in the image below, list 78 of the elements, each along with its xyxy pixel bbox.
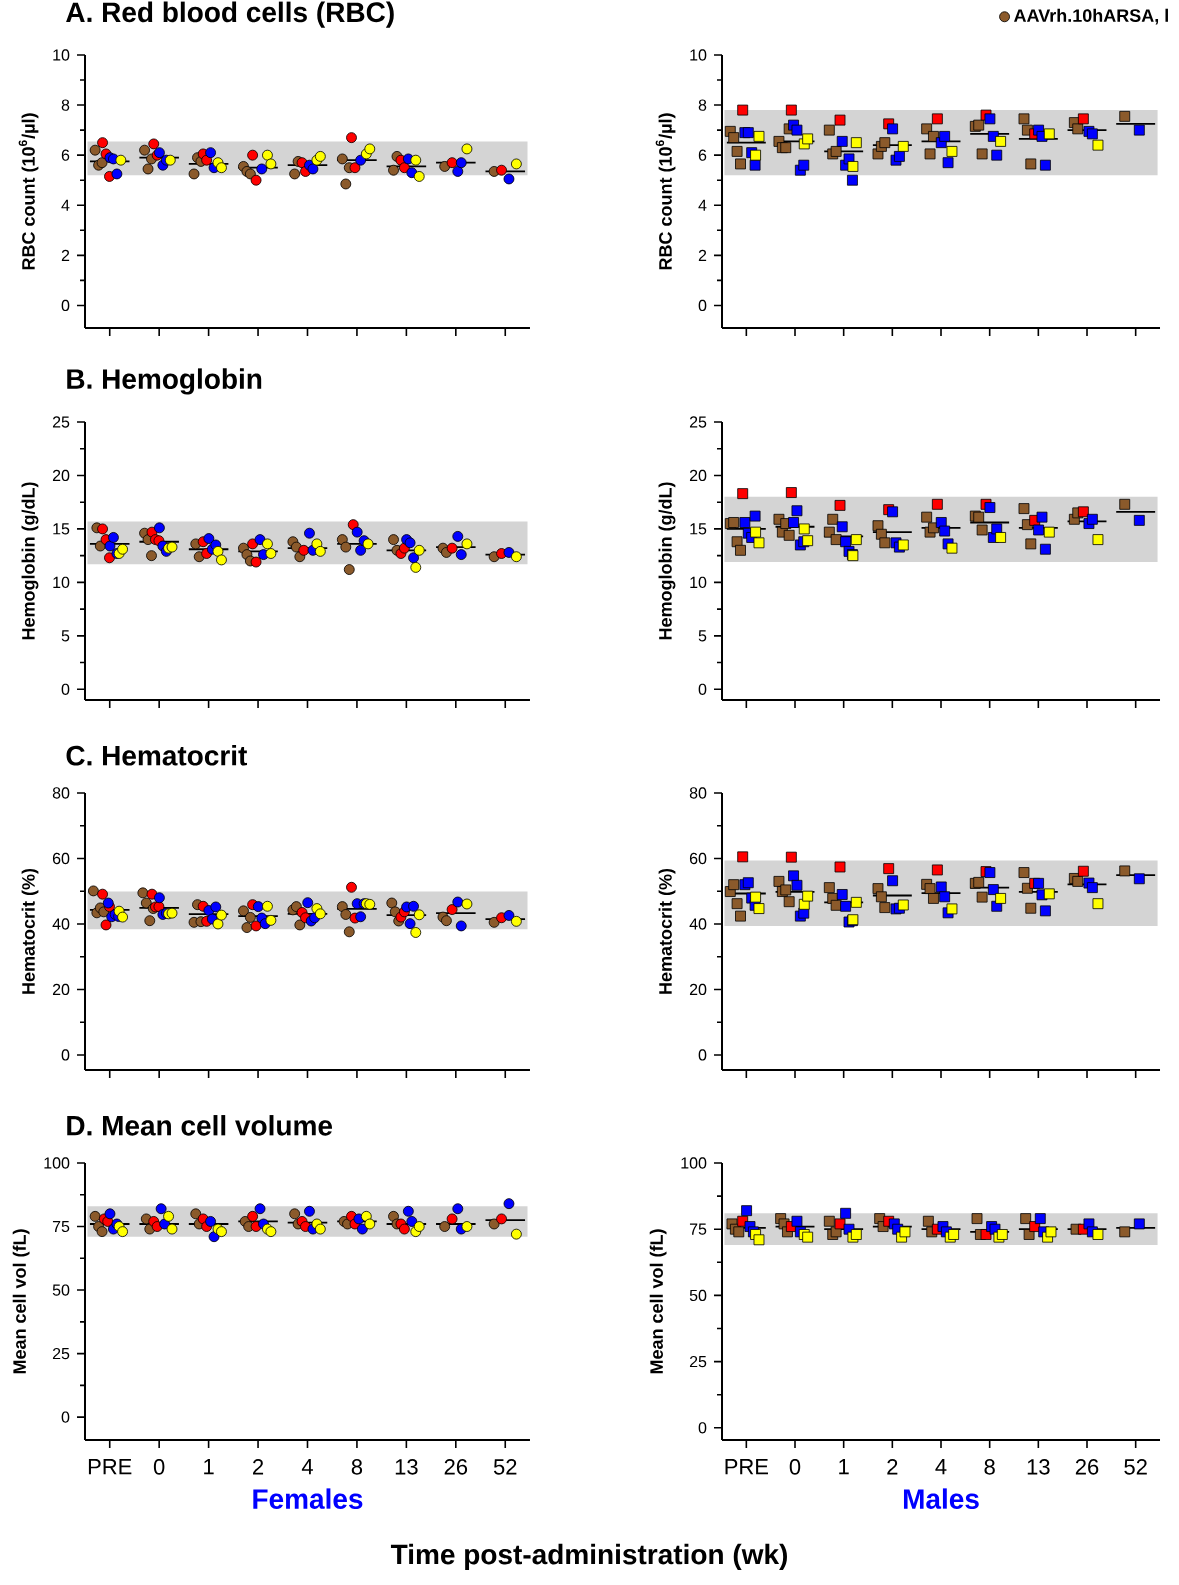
- y-axis-title: RBC count (10$^{6}$/µl): [18, 113, 39, 270]
- x-tick-label: 26: [444, 1459, 468, 1475]
- x-axis-title: Males: [903, 1488, 979, 1509]
- x-tick-label: 13: [1027, 1459, 1050, 1475]
- y-tick-label: 20: [52, 469, 70, 482]
- x-tick-label: 4: [301, 1459, 313, 1475]
- x-tick-label: 0: [153, 1459, 165, 1475]
- y-tick-label: 0: [61, 1411, 70, 1423]
- chart-title: B. Hemoglobin: [67, 368, 262, 395]
- y-tick-label: 100: [44, 1157, 70, 1169]
- y-axis-title: Hematocrit (%): [21, 868, 39, 994]
- text: Time post-administration (wk): [390, 1543, 787, 1570]
- y-tick-label: 40: [689, 918, 707, 930]
- y-axis-title: Mean cell vol (fL): [12, 1229, 30, 1374]
- y-tick-label: 100: [681, 1157, 707, 1169]
- y-tick-label: 40: [52, 918, 70, 930]
- y-tick-label: 15: [690, 523, 707, 535]
- y-tick-label: 25: [52, 416, 70, 428]
- y-tick-label: 0: [698, 1049, 707, 1061]
- y-axis-title: Mean cell vol (fL): [649, 1229, 667, 1374]
- legend-label: AAVrh.10hARSA, l: [1013, 8, 1168, 25]
- y-axis-title: Hematocrit (%): [658, 868, 676, 994]
- chart-title: D. Mean cell volume: [67, 1115, 333, 1136]
- x-axis-title: Females: [253, 1488, 363, 1509]
- chart-title: A. Red blood cells (RBC): [66, 1, 394, 28]
- y-tick-label: 4: [61, 199, 70, 211]
- y-tick-label: 6: [698, 149, 707, 161]
- x-tick-label: 8: [984, 1459, 995, 1475]
- x-tick-label: PRE: [88, 1459, 132, 1475]
- y-tick-label: 25: [689, 1355, 707, 1368]
- y-tick-label: 0: [698, 1422, 707, 1434]
- x-tick-label: PRE: [725, 1459, 768, 1475]
- x-tick-label: 1: [204, 1459, 214, 1475]
- y-tick-label: 2: [61, 249, 70, 261]
- y-tick-label: 80: [689, 787, 707, 799]
- y-tick-label: 4: [698, 199, 707, 211]
- y-tick-label: 15: [53, 523, 70, 535]
- x-tick-label: 4: [935, 1459, 947, 1475]
- y-tick-label: 5: [61, 630, 70, 642]
- y-tick-label: 75: [689, 1223, 707, 1235]
- y-tick-label: 0: [61, 299, 70, 312]
- chart-title: C. Hematocrit: [66, 745, 248, 766]
- y-tick-label: 8: [61, 99, 70, 111]
- y-tick-label: 0: [61, 683, 70, 695]
- y-tick-label: 25: [689, 416, 707, 428]
- x-tick-label: 26: [1075, 1459, 1099, 1475]
- y-tick-label: 20: [689, 983, 707, 996]
- y-axis-title: Hemoglobin (g/dL): [21, 482, 39, 640]
- x-tick-label: 52: [493, 1459, 517, 1475]
- y-tick-label: 50: [52, 1284, 70, 1296]
- x-tick-label: 2: [887, 1459, 898, 1475]
- x-tick-label: 1: [839, 1459, 849, 1475]
- y-tick-label: 10: [690, 576, 707, 589]
- y-tick-label: 10: [53, 49, 70, 61]
- y-tick-label: 8: [698, 99, 707, 111]
- y-axis-title: RBC count (10$^{6}$/µl): [655, 113, 676, 270]
- y-tick-label: 50: [689, 1289, 707, 1302]
- x-tick-label: 52: [1124, 1459, 1147, 1475]
- x-tick-label: 0: [789, 1459, 801, 1475]
- y-tick-label: 75: [52, 1220, 70, 1233]
- y-tick-label: 25: [52, 1347, 70, 1360]
- y-tick-label: 20: [689, 469, 707, 482]
- y-axis-title: Hemoglobin (g/dL): [658, 482, 676, 640]
- y-tick-label: 10: [690, 49, 707, 61]
- x-tick-label: 2: [253, 1459, 264, 1475]
- y-tick-label: 5: [698, 630, 707, 642]
- y-tick-label: 20: [52, 983, 70, 996]
- y-tick-label: 0: [61, 1049, 70, 1061]
- x-tick-label: 13: [395, 1459, 418, 1475]
- y-tick-label: 6: [61, 149, 70, 161]
- y-tick-label: 60: [52, 852, 70, 865]
- y-tick-label: 0: [698, 299, 707, 312]
- y-tick-label: 60: [689, 852, 707, 865]
- y-tick-label: 0: [698, 683, 707, 695]
- y-tick-label: 80: [52, 787, 70, 799]
- y-tick-label: 10: [53, 576, 70, 589]
- y-tick-label: 2: [698, 249, 707, 261]
- x-tick-label: 8: [351, 1459, 363, 1475]
